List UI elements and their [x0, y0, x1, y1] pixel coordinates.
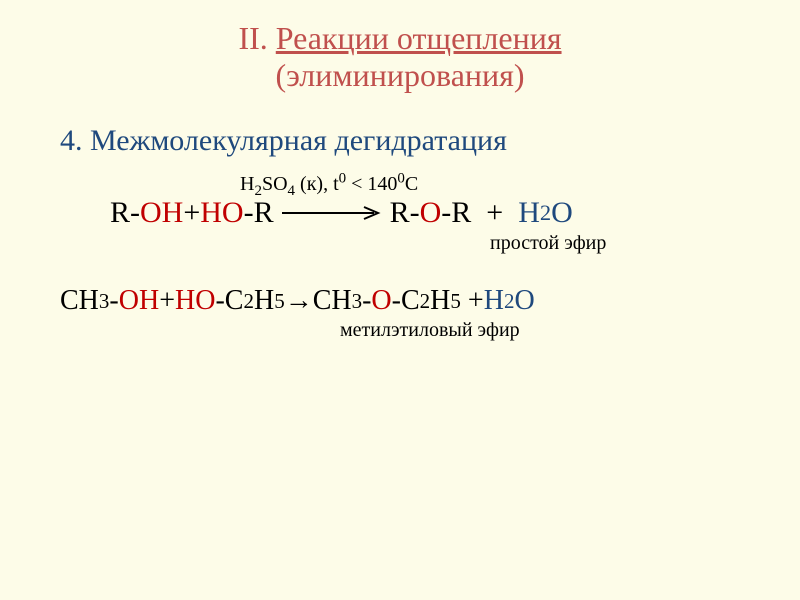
- reaction-2-product-label: метилэтиловый эфир: [340, 319, 770, 342]
- cond-SO: SO: [262, 173, 288, 195]
- r2-plus1: +: [159, 285, 175, 317]
- reaction-1-product-label: простой эфир: [490, 232, 770, 255]
- reaction-1: H2SO4 (к), t0 < 1400С R-OH + HO-R R- O -…: [110, 173, 770, 255]
- arrow-icon: [282, 205, 382, 221]
- r2-HO: HO: [175, 285, 215, 317]
- r2-OH: OH: [119, 285, 159, 317]
- title-main: Реакции отщепления: [276, 20, 562, 56]
- r2-dash1: -: [109, 285, 118, 317]
- r2-dash3: -: [362, 285, 371, 317]
- cond-unit: С: [405, 173, 418, 195]
- title-roman: II.: [238, 20, 275, 56]
- reaction-1-conditions: H2SO4 (к), t0 < 1400С: [240, 173, 770, 196]
- title-sub: (элиминирования): [30, 57, 770, 94]
- r1-ROR-pre: R-: [390, 196, 420, 230]
- title-line: II. Реакции отщепления: [30, 20, 770, 57]
- r2-dash2: -: [215, 285, 224, 317]
- cond-t-sup: 0: [339, 170, 347, 186]
- r1-OH: OH: [140, 196, 183, 230]
- cond-sub4: 4: [288, 183, 296, 199]
- cond-H: H: [240, 173, 254, 195]
- r1-H2O-O: O: [551, 196, 573, 230]
- r2-arrow: →: [285, 285, 313, 317]
- r1-plus1: +: [183, 196, 200, 230]
- r2-O-mid: O: [371, 285, 391, 317]
- reaction-2-equation: CH3-OH + HO-C2H5 → CH3- O -C2H5 +H2O: [60, 285, 770, 317]
- cond-temp: < 140: [346, 173, 397, 195]
- r2-C-1: C: [225, 285, 244, 317]
- r2-dash4: -: [392, 285, 401, 317]
- r2-H2O-H: H: [484, 285, 504, 317]
- r1-R1: R-: [110, 196, 140, 230]
- r2-H2O-O: O: [514, 285, 534, 317]
- r1-plus2: +: [471, 196, 503, 230]
- r2-H-2: H: [430, 285, 450, 317]
- arrow-svg: [282, 205, 382, 221]
- r2-CH3-1: CH: [60, 285, 99, 317]
- r2-plus2: +: [461, 285, 484, 317]
- cond-temp-sup: 0: [397, 170, 405, 186]
- title-section: II. Реакции отщепления (элиминирования): [30, 20, 770, 94]
- r1-ROR-O: O: [420, 196, 442, 230]
- subtitle: 4. Межмолекулярная дегидратация: [60, 124, 770, 158]
- r1-HO: HO: [200, 196, 243, 230]
- reaction-2: CH3-OH + HO-C2H5 → CH3- O -C2H5 +H2O мет…: [50, 285, 770, 342]
- r2-C-2: C: [401, 285, 420, 317]
- reaction-1-equation: R-OH + HO-R R- O -R + H2O: [110, 196, 770, 230]
- cond-kt: (к), t: [295, 173, 339, 195]
- r1-R2: -R: [244, 196, 274, 230]
- r1-H: H: [503, 196, 540, 230]
- r1-ROR-post: -R: [441, 196, 471, 230]
- r2-H-1: H: [254, 285, 274, 317]
- r2-CH3-2: CH: [313, 285, 352, 317]
